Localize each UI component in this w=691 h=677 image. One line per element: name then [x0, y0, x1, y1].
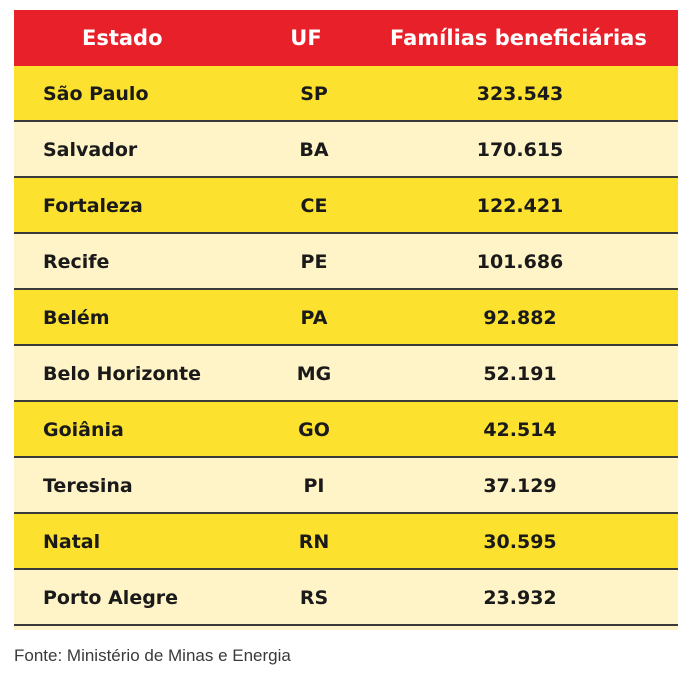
row-divider	[14, 512, 678, 514]
cell-familias: 52.191	[483, 363, 557, 385]
cell-estado: Salvador	[43, 139, 138, 161]
row-divider	[14, 568, 678, 570]
table-row: Porto Alegre RS 23.932	[14, 570, 678, 626]
row-divider	[14, 288, 678, 290]
table-header: Estado UF Famílias beneficiárias	[14, 10, 678, 66]
table-row: São Paulo SP 323.543	[14, 66, 678, 122]
cell-estado: Teresina	[43, 475, 133, 497]
cell-uf: PI	[303, 475, 325, 497]
header-familias: Famílias beneficiárias	[390, 26, 647, 50]
row-divider	[14, 344, 678, 346]
cell-estado: Goiânia	[43, 419, 124, 441]
table-row: Belo Horizonte MG 52.191	[14, 346, 678, 402]
cell-uf: PA	[300, 307, 328, 329]
cell-familias: 122.421	[476, 195, 564, 217]
cell-estado: Fortaleza	[43, 195, 143, 217]
cell-familias: 42.514	[483, 419, 557, 441]
table-row: Salvador BA 170.615	[14, 122, 678, 178]
cell-familias: 37.129	[483, 475, 557, 497]
cell-familias: 23.932	[483, 587, 557, 609]
cell-uf: CE	[300, 195, 328, 217]
cell-familias: 101.686	[476, 251, 564, 273]
table-row: Belém PA 92.882	[14, 290, 678, 346]
cell-uf: GO	[298, 419, 330, 441]
cell-estado: Belo Horizonte	[43, 363, 201, 385]
table-row: Natal RN 30.595	[14, 514, 678, 570]
row-divider	[14, 400, 678, 402]
cell-uf: RN	[298, 531, 330, 553]
cell-estado: Porto Alegre	[43, 587, 179, 609]
cell-estado: Natal	[43, 531, 101, 553]
header-estado: Estado	[82, 26, 163, 50]
table-row: Fortaleza CE 122.421	[14, 178, 678, 234]
cell-estado: Belém	[43, 307, 110, 329]
row-divider	[14, 120, 678, 122]
cell-estado: Recife	[43, 251, 110, 273]
table-row: Teresina PI 37.129	[14, 458, 678, 514]
row-divider	[14, 232, 678, 234]
cell-estado: São Paulo	[43, 83, 149, 105]
table-row: Recife PE 101.686	[14, 234, 678, 290]
row-divider	[14, 624, 678, 626]
cell-familias: 323.543	[476, 83, 564, 105]
cell-uf: BA	[299, 139, 329, 161]
cell-uf: MG	[296, 363, 332, 385]
row-divider	[14, 456, 678, 458]
cell-uf: SP	[300, 83, 328, 105]
cell-familias: 170.615	[476, 139, 564, 161]
cell-uf: PE	[300, 251, 328, 273]
source-note: Fonte: Ministério de Minas e Energia	[14, 646, 291, 665]
row-divider	[14, 176, 678, 178]
cell-familias: 30.595	[483, 531, 557, 553]
beneficiaries-table: Estado UF Famílias beneficiárias São Pau…	[14, 10, 678, 630]
cell-uf: RS	[299, 587, 329, 609]
cell-familias: 92.882	[483, 307, 557, 329]
table-row: Goiânia GO 42.514	[14, 402, 678, 458]
header-uf: UF	[290, 26, 322, 50]
